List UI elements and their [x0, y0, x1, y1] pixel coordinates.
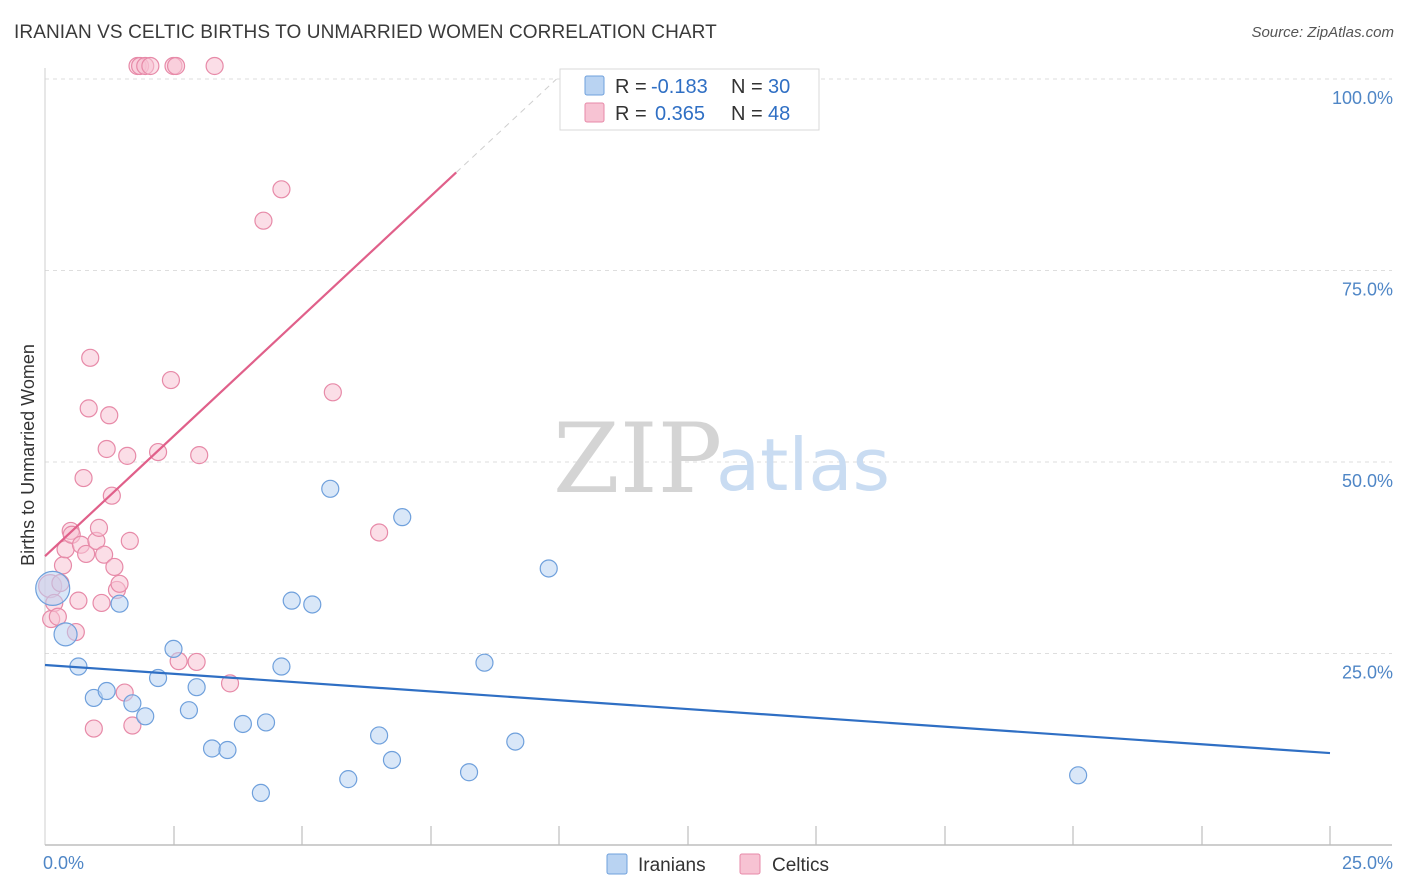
point-iranians-0 — [35, 570, 71, 606]
point-iranians-29 — [1069, 766, 1088, 785]
point-iranians-12 — [202, 739, 222, 758]
point-celtics-20 — [95, 545, 114, 564]
y-axis-label: Births to Unmarried Women — [18, 344, 38, 566]
point-celtics-29 — [120, 531, 139, 550]
point-celtics-44 — [272, 180, 291, 199]
y-tick-label-0: 25.0% — [1342, 663, 1393, 683]
trend-line-extension-celtics — [455, 78, 557, 173]
point-celtics-30 — [123, 716, 142, 735]
y-tick-label-1: 50.0% — [1342, 471, 1393, 491]
trend-line-iranians — [44, 663, 1331, 755]
legend-n-label-celtics: N = — [731, 103, 763, 125]
point-iranians-4 — [97, 681, 116, 701]
data-points — [35, 56, 1088, 803]
watermark-zip: ZIP — [553, 403, 722, 515]
source-label: Source: ZipAtlas.com — [1251, 24, 1394, 41]
watermark: ZIP atlas — [553, 403, 890, 515]
series-legend-swatch-celtics — [739, 853, 761, 875]
legend-r-value-iranians: -0.183 — [651, 76, 708, 98]
point-celtics-16 — [84, 719, 103, 738]
stats-legend: R = -0.183 N = 30 R = 0.365 N = 48 — [559, 68, 820, 131]
legend-n-value-iranians: 30 — [768, 76, 790, 98]
point-iranians-13 — [218, 740, 237, 760]
point-iranians-27 — [506, 732, 525, 751]
point-iranians-10 — [179, 701, 199, 720]
point-celtics-19 — [92, 593, 111, 613]
legend-r-label-iranians: R = — [615, 76, 647, 98]
point-celtics-36 — [161, 370, 181, 390]
point-iranians-25 — [459, 763, 479, 782]
legend-swatch-celtics — [584, 102, 605, 123]
point-iranians-19 — [303, 595, 322, 614]
point-iranians-21 — [339, 770, 358, 789]
point-celtics-10 — [69, 591, 88, 610]
trend-line-celtics — [44, 171, 457, 558]
point-celtics-42 — [220, 674, 240, 693]
point-celtics-12 — [74, 468, 93, 488]
point-iranians-15 — [251, 783, 270, 803]
point-celtics-46 — [370, 523, 389, 542]
point-iranians-28 — [539, 559, 558, 578]
point-iranians-22 — [370, 726, 389, 745]
point-celtics-47 — [205, 56, 224, 76]
legend-swatch-iranians — [584, 75, 605, 96]
watermark-atlas: atlas — [716, 423, 890, 507]
x-tick-label-0: 0.0% — [43, 853, 84, 873]
point-celtics-23 — [102, 486, 121, 505]
point-celtics-45 — [323, 383, 342, 402]
point-iranians-11 — [187, 678, 206, 697]
point-iranians-16 — [256, 713, 276, 732]
x-tick-label-1: 25.0% — [1342, 853, 1393, 873]
legend-n-label-iranians: N = — [731, 76, 763, 98]
y-tick-labels: 25.0% 50.0% 75.0% 100.0% — [1332, 88, 1393, 683]
x-tick-labels: 0.0% 25.0% — [43, 853, 1393, 873]
point-celtics-18 — [89, 518, 109, 537]
y-tick-label-3: 100.0% — [1332, 88, 1393, 108]
axes — [44, 68, 1392, 846]
trend-lines — [44, 78, 1331, 755]
grid-lines — [45, 78, 1392, 654]
point-celtics-24 — [105, 557, 124, 577]
point-celtics-14 — [79, 399, 98, 418]
point-iranians-26 — [475, 653, 494, 672]
point-iranians-20 — [321, 479, 340, 498]
series-legend-label-iranians: Iranians — [638, 855, 706, 876]
chart-title: IRANIAN VS CELTIC BIRTHS TO UNMARRIED WO… — [14, 22, 717, 43]
legend-n-value-celtics: 48 — [768, 103, 790, 125]
point-iranians-24 — [393, 508, 412, 527]
point-celtics-41 — [190, 446, 209, 465]
legend-r-label-celtics: R = — [615, 103, 647, 125]
point-iranians-6 — [123, 694, 142, 713]
point-celtics-22 — [100, 406, 119, 425]
point-iranians-1 — [53, 622, 78, 647]
point-iranians-23 — [382, 750, 402, 770]
series-legend: Iranians Celtics — [606, 853, 829, 876]
point-celtics-21 — [97, 439, 116, 459]
point-iranians-17 — [272, 657, 291, 676]
y-tick-label-2: 75.0% — [1342, 280, 1393, 300]
point-celtics-13 — [77, 544, 96, 564]
point-iranians-14 — [233, 714, 252, 734]
point-iranians-5 — [110, 594, 129, 613]
point-celtics-43 — [254, 211, 273, 230]
point-iranians-18 — [282, 591, 301, 610]
series-legend-swatch-iranians — [606, 853, 628, 875]
point-iranians-7 — [136, 707, 155, 726]
legend-r-value-celtics: 0.365 — [655, 103, 705, 125]
series-legend-label-celtics: Celtics — [772, 855, 829, 876]
point-iranians-9 — [164, 639, 183, 659]
point-celtics-15 — [81, 348, 100, 367]
point-celtics-34 — [141, 56, 160, 76]
point-celtics-26 — [110, 574, 129, 593]
point-celtics-38 — [166, 56, 186, 76]
point-celtics-40 — [187, 652, 206, 672]
point-celtics-28 — [118, 446, 137, 465]
